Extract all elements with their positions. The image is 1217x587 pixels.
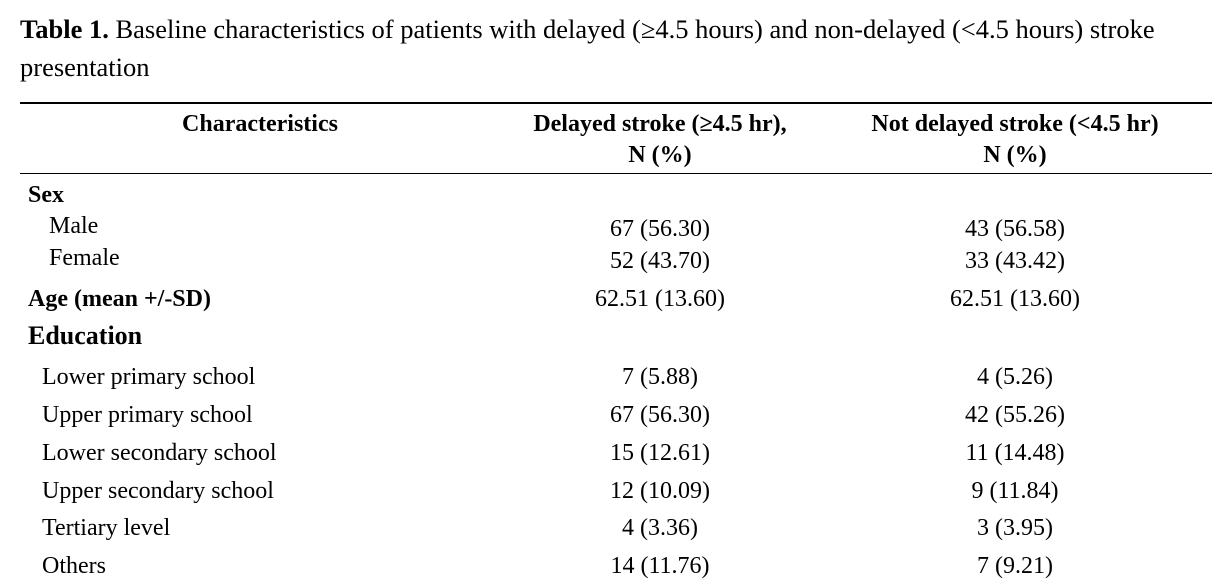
caption-label: Table 1.	[20, 14, 109, 44]
header-delayed-line1: Delayed stroke (≥4.5 hr),	[533, 111, 787, 137]
row-age-notdelayed: 62.51 (13.60)	[950, 286, 1080, 312]
row-female-notdelayed: 33 (43.42)	[965, 248, 1065, 274]
row-upper-primary-notdelayed: 42 (55.26)	[965, 402, 1065, 428]
row-lower-secondary-delayed: 15 (12.61)	[610, 440, 710, 466]
row-label-sex: Sex	[28, 182, 64, 208]
header-delayed-line2: N (%)	[628, 142, 692, 168]
header-notdelayed-line2: N (%)	[983, 142, 1047, 168]
header-bottom-rule	[20, 173, 1212, 174]
row-label-age: Age (mean +/-SD)	[28, 286, 211, 312]
row-label-upper-secondary: Upper secondary school	[42, 478, 274, 504]
row-upper-secondary-delayed: 12 (10.09)	[610, 478, 710, 504]
row-lower-primary-delayed: 7 (5.88)	[622, 364, 698, 390]
row-others-delayed: 14 (11.76)	[610, 553, 710, 579]
row-lower-secondary-notdelayed: 11 (14.48)	[965, 440, 1065, 466]
row-tertiary-notdelayed: 3 (3.95)	[977, 515, 1053, 541]
row-label-lower-primary: Lower primary school	[42, 364, 256, 390]
row-label-male: Male	[49, 213, 99, 239]
caption-text: Baseline characteristics of patients wit…	[20, 14, 1155, 82]
row-female-delayed: 52 (43.70)	[610, 248, 710, 274]
row-tertiary-delayed: 4 (3.36)	[622, 515, 698, 541]
row-others-notdelayed: 7 (9.21)	[977, 553, 1053, 579]
header-characteristics: Characteristics	[182, 111, 338, 137]
row-label-others: Others	[42, 553, 106, 579]
row-label-upper-primary: Upper primary school	[42, 402, 253, 428]
row-male-notdelayed: 43 (56.58)	[965, 216, 1065, 242]
header-notdelayed-line1: Not delayed stroke (<4.5 hr)	[871, 111, 1159, 137]
row-upper-primary-delayed: 67 (56.30)	[610, 402, 710, 428]
row-lower-primary-notdelayed: 4 (5.26)	[977, 364, 1053, 390]
table-caption: Table 1. Baseline characteristics of pat…	[20, 10, 1210, 86]
row-label-education: Education	[28, 321, 143, 350]
row-age-delayed: 62.51 (13.60)	[595, 286, 725, 312]
row-label-lower-secondary: Lower secondary school	[42, 440, 277, 466]
row-label-tertiary: Tertiary level	[42, 515, 171, 541]
row-upper-secondary-notdelayed: 9 (11.84)	[971, 478, 1059, 504]
row-male-delayed: 67 (56.30)	[610, 216, 710, 242]
table-top-rule	[20, 102, 1212, 104]
row-label-female: Female	[49, 245, 120, 271]
